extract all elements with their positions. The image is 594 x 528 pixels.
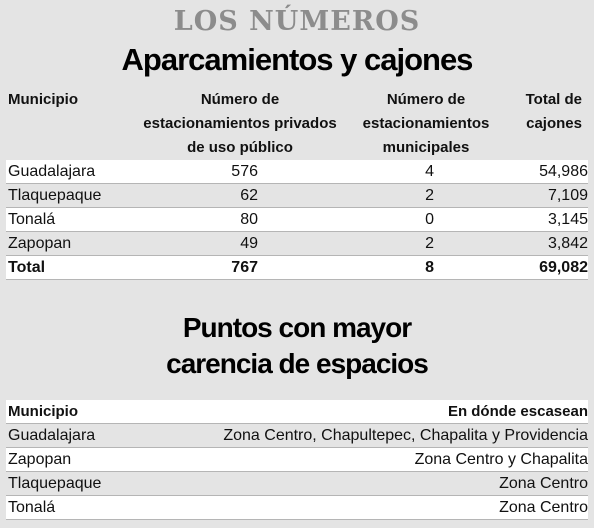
table-cell: 49 [240,235,258,252]
table-row: Guadalajara Zona Centro, Chapultepec, Cha… [6,424,588,448]
table-cell: 2 [425,235,434,252]
table-cell: Zona Centro [499,499,588,516]
subtitle-line: carencia de espacios [166,348,429,379]
column-header: Número de estacionamientos municipales [362,91,490,156]
title: Aparcamientos y cajones [121,42,474,77]
table-cell: Tonalá [8,499,56,516]
column-header: En dónde escasean [447,403,588,420]
table-cell: Zapopan [8,451,72,468]
table-cell: 4 [425,163,434,180]
total-row: Total 767 8 69,082 [6,256,588,280]
table-cell: 7,109 [547,187,588,204]
table-cell: 62 [240,187,258,204]
section-label: LOS NÚMEROS [173,6,421,37]
table-row: Tlaquepaque Zona Centro [6,472,588,496]
subtitle-line: Puntos con mayor [182,312,412,343]
table-cell: Tlaquepaque [8,475,102,492]
table-cell: Tlaquepaque [8,187,102,204]
header-row: Municipio En dónde escasean [6,400,588,424]
table-cell: 2 [425,187,434,204]
table-cell: 0 [425,211,434,228]
table-row: Zapopan 49 2 3,842 [6,232,588,256]
table-cell: 8 [425,259,434,276]
table-cell: 3,842 [547,235,588,252]
table-cell: Total [8,259,46,276]
table-cell: 3,145 [547,211,588,228]
table-cell: 767 [231,259,258,276]
table-cell: Zona Centro y Chapalita [414,451,588,468]
table-cell: Zapopan [8,235,72,252]
table-cell: Zona Centro [499,475,588,492]
table-cell: 80 [240,211,258,228]
column-header: Total de cajones [525,91,582,132]
column-header: Municipio [8,403,78,420]
table-row: Tonalá 80 0 3,145 [6,208,588,232]
table-cell: 576 [231,163,258,180]
table-row: Tlaquepaque 62 2 7,109 [6,184,588,208]
table-cell: 69,082 [539,259,588,276]
column-header: Municipio [8,91,78,108]
table-cell: Zona Centro, Chapultepec, Chapalita y Pr… [223,427,588,444]
column-header: Número de estacionamientos privados de u… [143,91,337,156]
table-cell: Guadalajara [8,163,96,180]
subtitle: Puntos con mayor carencia de espacios [0,310,594,382]
table-cell: 54,986 [539,163,588,180]
table-row: Tonalá Zona Centro [6,496,588,520]
table-row: Zapopan Zona Centro y Chapalita [6,448,588,472]
table-cell: Tonalá [8,211,56,228]
table-cell: Guadalajara [8,427,96,444]
table-row: Guadalajara 576 4 54,986 [6,160,588,184]
